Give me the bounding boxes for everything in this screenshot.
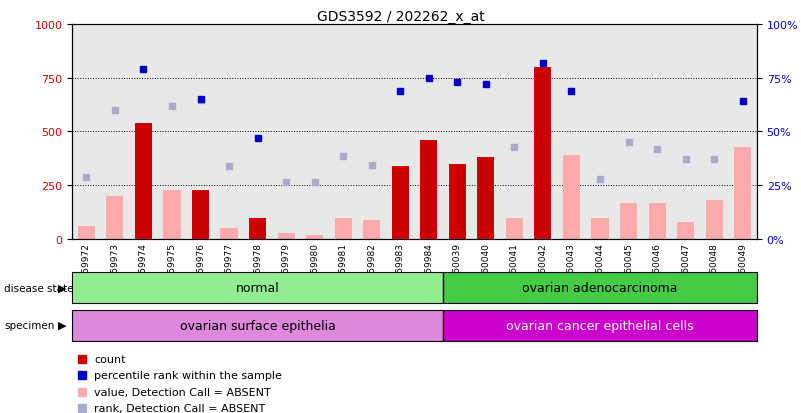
Text: specimen: specimen — [4, 320, 54, 330]
Bar — [591, 218, 609, 240]
Bar — [107, 197, 123, 240]
Bar — [72, 273, 443, 304]
Bar — [421, 141, 437, 240]
Bar — [163, 190, 180, 240]
Text: ovarian surface epithelia: ovarian surface epithelia — [179, 319, 336, 332]
Bar — [277, 233, 295, 240]
Bar — [620, 203, 637, 240]
Bar — [649, 203, 666, 240]
Bar — [135, 123, 152, 240]
Bar — [249, 218, 266, 240]
Bar — [220, 229, 238, 240]
Text: count: count — [94, 354, 126, 364]
Bar — [363, 220, 380, 240]
Text: ovarian cancer epithelial cells: ovarian cancer epithelial cells — [506, 319, 694, 332]
Bar — [449, 164, 466, 240]
Bar — [706, 201, 723, 240]
Bar — [443, 310, 757, 341]
Bar — [677, 222, 694, 240]
Bar — [443, 273, 757, 304]
Bar — [734, 147, 751, 240]
Bar — [335, 218, 352, 240]
Text: rank, Detection Call = ABSENT: rank, Detection Call = ABSENT — [94, 404, 265, 413]
Bar — [534, 68, 551, 240]
Text: normal: normal — [235, 282, 280, 294]
Bar — [192, 190, 209, 240]
Text: percentile rank within the sample: percentile rank within the sample — [94, 370, 282, 380]
Text: disease state: disease state — [4, 283, 74, 293]
Text: ovarian adenocarcinoma: ovarian adenocarcinoma — [522, 282, 678, 294]
Bar — [477, 158, 494, 240]
Text: value, Detection Call = ABSENT: value, Detection Call = ABSENT — [94, 387, 271, 397]
Bar — [306, 235, 323, 240]
Text: GDS3592 / 202262_x_at: GDS3592 / 202262_x_at — [316, 10, 485, 24]
Text: ▶: ▶ — [58, 283, 66, 293]
Bar — [563, 156, 580, 240]
Bar — [505, 218, 523, 240]
Text: ▶: ▶ — [58, 320, 66, 330]
Bar — [78, 227, 95, 240]
Bar — [72, 310, 443, 341]
Bar — [392, 166, 409, 240]
